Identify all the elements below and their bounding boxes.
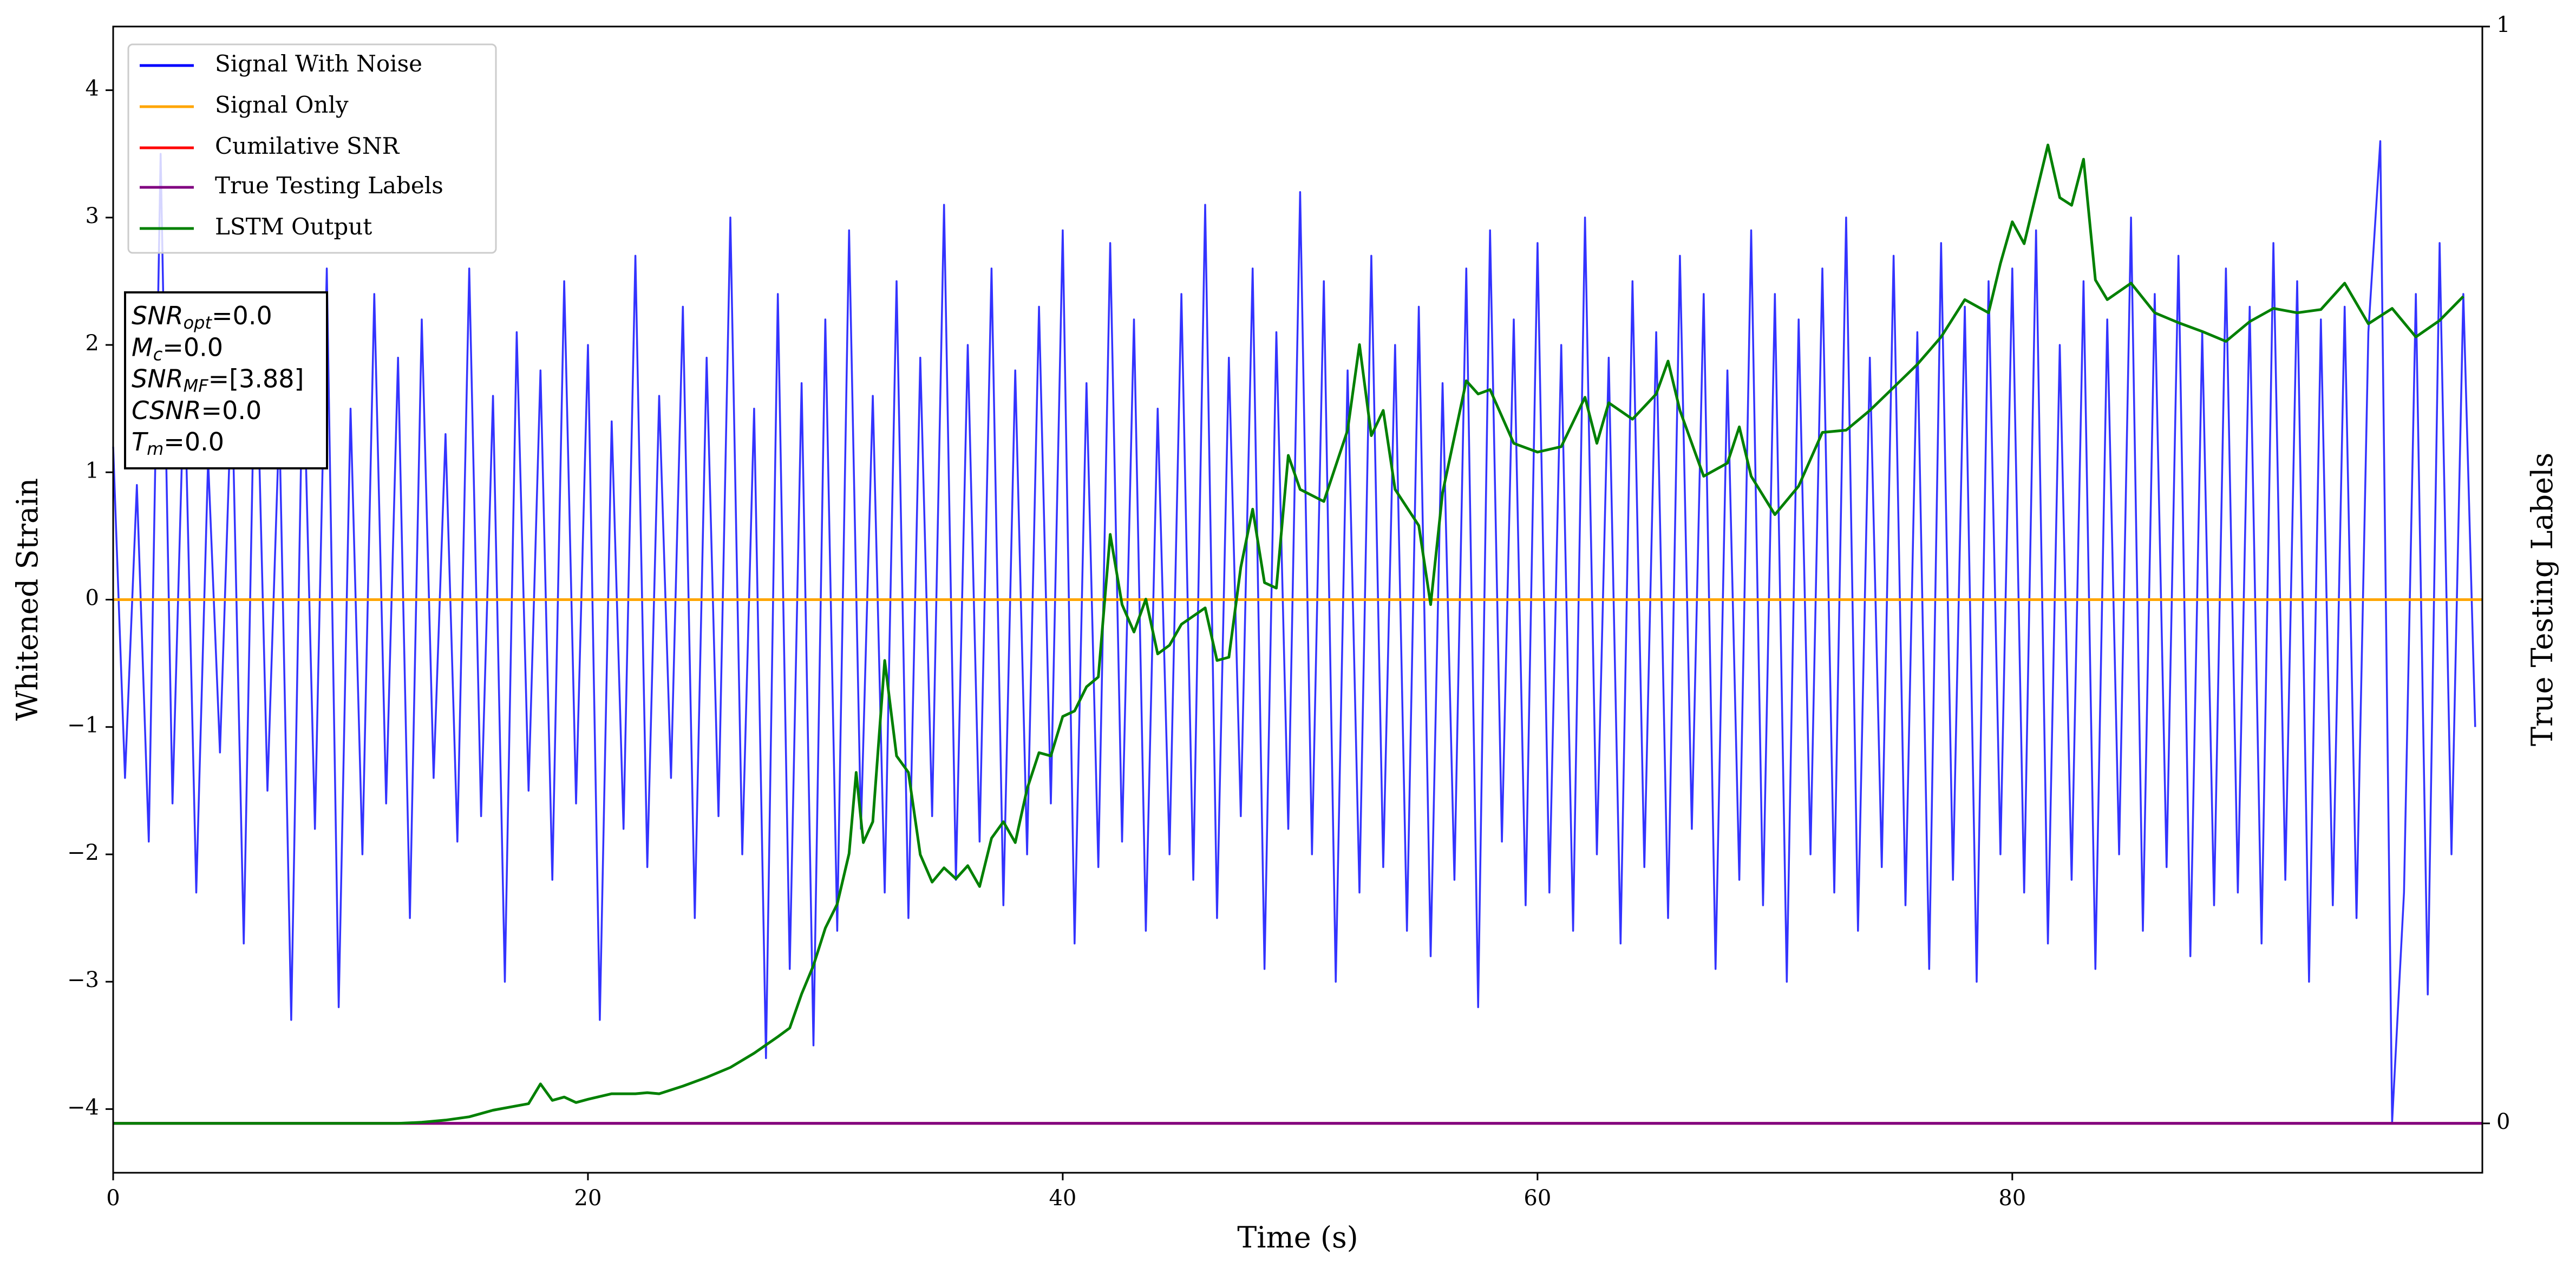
- y2-axis-label: True Testing Labels: [2525, 453, 2559, 746]
- legend-frame: [127, 43, 497, 254]
- y2-tick-label: 0: [2496, 1109, 2510, 1134]
- y-tick-label: −3: [67, 968, 99, 992]
- annotation-line: SNRMF=[3.88]: [132, 364, 304, 396]
- legend-label: LSTM Output: [215, 213, 372, 240]
- annotation-frame: [124, 291, 328, 469]
- annotation-value: =0.0: [212, 301, 272, 330]
- annotation-line: Mc=0.0: [132, 332, 223, 365]
- annotation-line: SNRopt=0.0: [132, 301, 272, 334]
- legend-label: Signal Only: [215, 92, 349, 118]
- legend-label: Cumilative SNR: [215, 133, 400, 159]
- x-tick-label: 60: [1524, 1186, 1551, 1211]
- x-axis-label: Time (s): [1237, 1220, 1358, 1255]
- annotation-line: Tm=0.0: [132, 427, 224, 460]
- x-tick-label: 40: [1049, 1186, 1076, 1211]
- y-tick-label: 1: [86, 458, 99, 483]
- y-tick-label: 3: [86, 204, 99, 228]
- series-line: [112, 140, 2476, 1123]
- annotation-subscript: c: [153, 344, 163, 364]
- y-tick-label: −1: [67, 713, 99, 738]
- annotation-value: =0.0: [201, 395, 262, 424]
- annotation-subscript: opt: [184, 312, 213, 333]
- plot-area: [112, 140, 2482, 1125]
- series-line: [113, 143, 2464, 1125]
- x-tick-label: 80: [1998, 1186, 2026, 1211]
- y2-tick-label: 1: [2496, 12, 2510, 37]
- x-tick-label: 0: [106, 1186, 120, 1211]
- y-tick-label: 0: [86, 586, 99, 611]
- legend-label: Signal With Noise: [215, 50, 422, 77]
- annotation-value: =0.0: [164, 427, 224, 456]
- annotation-symbol: T: [132, 427, 149, 456]
- legend-label: True Testing Labels: [215, 172, 443, 199]
- annotation-symbol: SNR: [132, 301, 184, 330]
- y-tick-label: 4: [86, 76, 99, 101]
- x-tick-label: 20: [574, 1186, 602, 1211]
- annotation-symbol: M: [132, 332, 153, 362]
- annotation-subscript: MF: [184, 376, 209, 396]
- annotation-value: =0.0: [162, 332, 223, 362]
- annotation-value: =[3.88]: [208, 364, 304, 393]
- y-tick-label: −2: [67, 840, 99, 865]
- legend: Signal With Noise Signal Only Cumilative S…: [127, 43, 497, 254]
- annotation-box: SNRopt=0.0Mc=0.0SNRMF=[3.88]CSNR=0.0Tm=0…: [124, 291, 328, 469]
- annotation-subscript: m: [147, 439, 164, 459]
- y-axis-label: Whitened Strain: [10, 478, 44, 721]
- annotation-symbol: CSNR: [132, 395, 201, 424]
- y-tick-label: −4: [67, 1095, 99, 1120]
- annotation-symbol: SNR: [132, 364, 184, 393]
- annotation-line: CSNR=0.0: [132, 395, 261, 424]
- y-tick-label: 2: [86, 331, 99, 356]
